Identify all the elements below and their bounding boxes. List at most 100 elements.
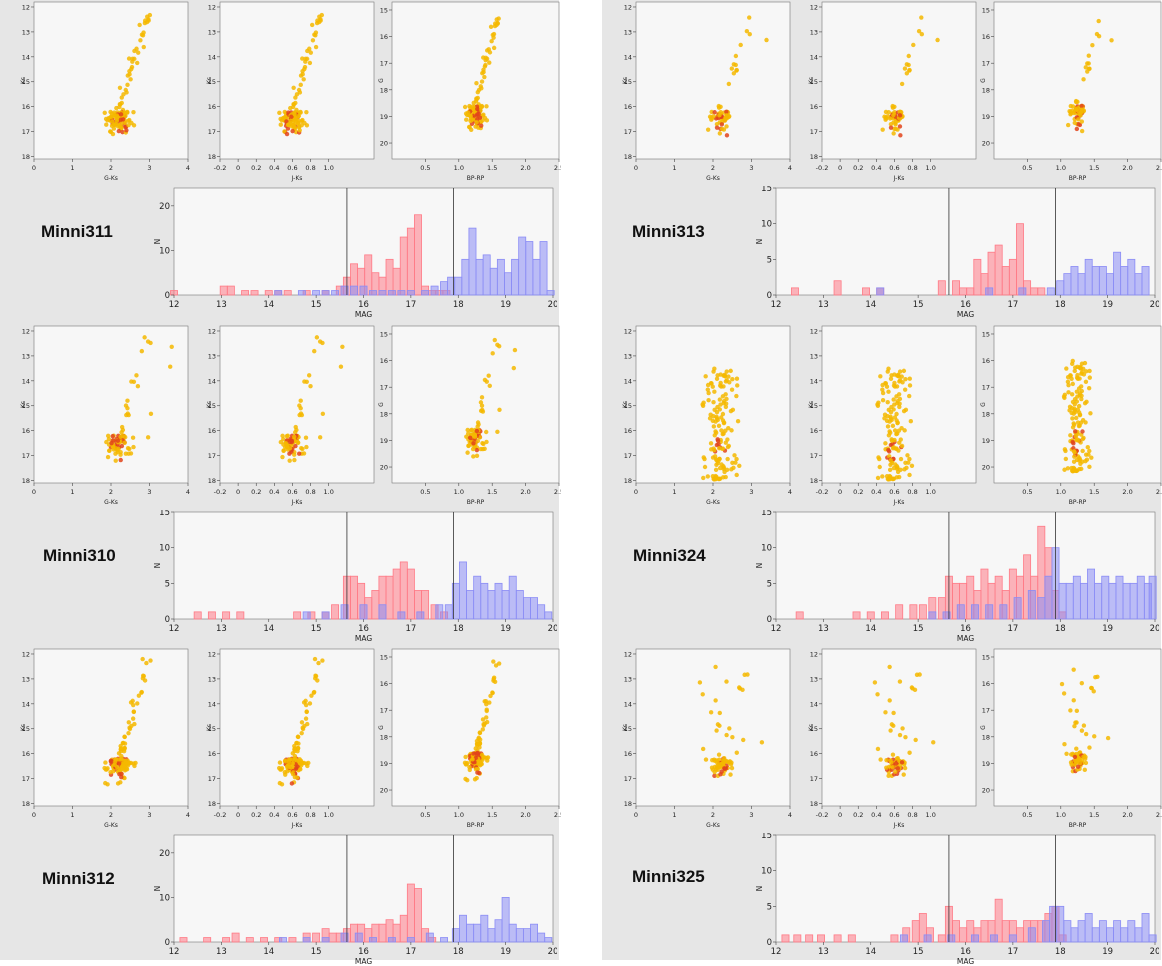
star-point: [495, 429, 500, 435]
y-tick-label: 15: [982, 653, 990, 661]
faint-bar: [1070, 927, 1079, 943]
star-point: [715, 373, 720, 378]
y-tick-label: 15: [22, 78, 30, 86]
star-point: [1074, 99, 1079, 105]
star-point: [113, 446, 119, 451]
star-point: [1087, 448, 1092, 454]
star-point: [742, 672, 747, 677]
star-point: [278, 767, 283, 772]
x-axis-label: MAG: [957, 634, 974, 643]
star-point: [1085, 445, 1090, 450]
y-tick-label: 18: [22, 800, 30, 808]
star-point: [479, 86, 484, 91]
star-point: [707, 416, 713, 421]
star-point: [474, 120, 479, 125]
y-tick-label: 20: [982, 140, 990, 148]
x-tick-label: 17: [1007, 624, 1018, 634]
star-point: [305, 721, 310, 727]
star-point: [130, 716, 136, 721]
x-axis-label: J-Ks: [291, 499, 303, 506]
y-tick-label: 15: [761, 833, 772, 841]
star-point: [139, 348, 145, 354]
x-tick-label: 4: [186, 164, 190, 172]
y-tick-label: 10: [761, 220, 772, 230]
faint-bar: [508, 575, 517, 620]
y-tick-label: 18: [380, 733, 388, 741]
star-point: [883, 710, 888, 715]
y-tick-label: 15: [810, 402, 818, 410]
star-point: [1064, 751, 1069, 756]
bright-bar: [222, 937, 231, 943]
star-point: [1079, 396, 1084, 402]
bright-bar: [421, 590, 430, 620]
x-axis-label: BP-RP: [1069, 822, 1087, 829]
star-point: [469, 117, 475, 123]
x-tick-label: 19: [1102, 300, 1113, 310]
star-point: [903, 460, 908, 465]
star-point: [296, 113, 302, 119]
star-point: [1069, 752, 1074, 757]
star-point: [128, 451, 134, 456]
star-point: [734, 393, 739, 399]
star-point: [1070, 358, 1075, 364]
bright-bar: [918, 604, 927, 620]
star-point: [1075, 764, 1081, 769]
star-point: [1071, 698, 1076, 703]
star-point: [112, 762, 117, 767]
star-point: [474, 453, 480, 458]
star-point: [138, 38, 143, 43]
x-tick-label: 18: [1055, 947, 1066, 957]
y-tick-label: 18: [380, 410, 388, 418]
star-point: [304, 444, 309, 450]
star-point: [104, 122, 109, 127]
faint-bar: [1113, 920, 1122, 943]
faint-bar: [1134, 927, 1143, 943]
x-tick-label: 13: [216, 624, 227, 634]
star-point: [884, 418, 890, 424]
y-tick-label: 17: [624, 775, 632, 783]
star-point: [1087, 745, 1092, 750]
x-tick-label: 0.2: [853, 488, 863, 496]
star-point: [1087, 464, 1092, 470]
y-tick-label: 15: [208, 402, 216, 410]
star-point: [891, 710, 896, 716]
star-point: [135, 60, 140, 66]
star-point: [1079, 728, 1085, 733]
plot-area: [33, 1, 189, 160]
x-tick-label: 0: [236, 488, 240, 496]
faint-bar: [444, 604, 453, 620]
star-point: [133, 760, 138, 766]
x-tick-label: 0.2: [251, 488, 261, 496]
y-tick-label: 17: [380, 60, 388, 68]
y-axis-label: Ks: [622, 401, 629, 408]
x-tick-label: 12: [169, 624, 180, 634]
star-point: [484, 701, 489, 707]
x-tick-label: 17: [1007, 300, 1018, 310]
y-tick-label: 13: [208, 352, 216, 360]
bright-bar: [973, 258, 982, 296]
y-tick-label: 0: [165, 291, 170, 301]
faint-bar: [999, 604, 1008, 620]
star-point: [890, 476, 896, 482]
star-point: [1068, 760, 1074, 765]
faint-bar: [537, 932, 546, 943]
faint-bar: [489, 267, 498, 296]
faint-bar: [515, 928, 524, 943]
star-point: [734, 456, 739, 462]
star-point: [724, 378, 729, 383]
y-tick-label: 0: [767, 291, 772, 301]
star-point: [126, 412, 131, 418]
y-axis-label: Ks: [206, 724, 213, 731]
star-point: [139, 690, 144, 695]
star-point: [713, 467, 719, 473]
y-tick-label: 10: [761, 867, 772, 877]
star-point: [494, 17, 499, 22]
plot-area: [219, 325, 375, 484]
x-tick-label: 18: [1055, 300, 1066, 310]
y-tick-label: 18: [22, 477, 30, 485]
x-axis-label: J-Ks: [291, 175, 303, 182]
star-point: [497, 407, 502, 412]
star-point: [109, 759, 114, 764]
star-point: [885, 424, 891, 429]
x-tick-label: 0: [634, 488, 638, 496]
